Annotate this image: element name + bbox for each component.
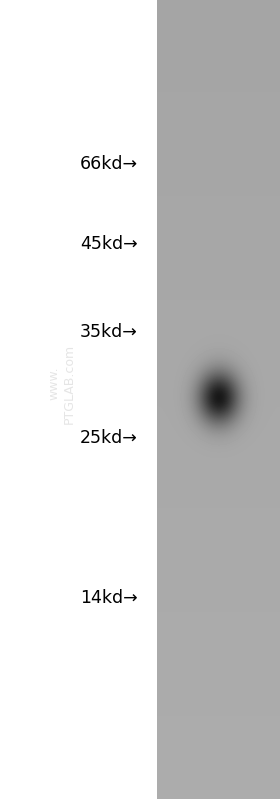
Text: www.
PTGLAB.com: www. PTGLAB.com [48, 344, 76, 423]
Text: 35kd→: 35kd→ [80, 323, 138, 340]
Text: 14kd→: 14kd→ [80, 589, 138, 606]
Text: 25kd→: 25kd→ [80, 429, 138, 447]
Text: 45kd→: 45kd→ [80, 235, 138, 252]
Text: 66kd→: 66kd→ [80, 155, 138, 173]
